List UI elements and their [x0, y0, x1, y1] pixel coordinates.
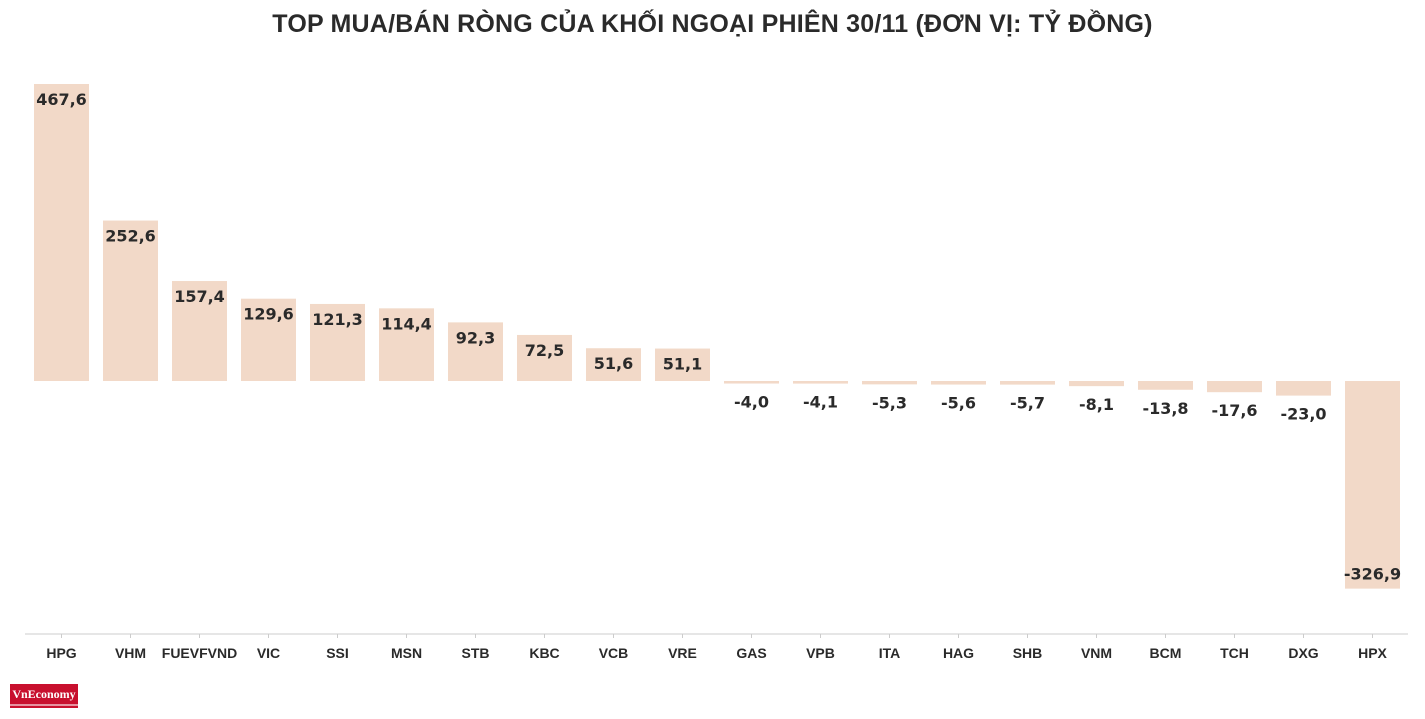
- value-label-vhm: 252,6: [105, 227, 156, 246]
- value-label-bcm: -13,8: [1142, 399, 1188, 418]
- value-label-vic: 129,6: [243, 305, 294, 324]
- value-label-vre: 51,1: [663, 355, 702, 374]
- value-label-msn: 114,4: [381, 314, 432, 333]
- value-label-ssi: 121,3: [312, 310, 363, 329]
- value-label-dxg: -23,0: [1280, 405, 1326, 424]
- logo-text: VnEconomy: [12, 687, 76, 701]
- category-label-bcm: BCM: [1150, 645, 1182, 661]
- bar-tch: [1207, 381, 1262, 393]
- bar-ita: [862, 381, 917, 385]
- value-label-gas: -4,0: [734, 393, 769, 412]
- bar-ssi: [310, 303, 365, 381]
- category-label-shb: SHB: [1013, 645, 1043, 661]
- bar-fuevfvnd: [172, 281, 227, 381]
- value-label-stb: 92,3: [456, 328, 495, 347]
- category-label-ita: ITA: [879, 645, 901, 661]
- bar-vnm: [1069, 381, 1124, 387]
- category-label-vnm: VNM: [1081, 645, 1112, 661]
- category-label-fuevfvnd: FUEVFVND: [162, 645, 237, 661]
- category-label-vcb: VCB: [599, 645, 629, 661]
- category-label-hag: HAG: [943, 645, 974, 661]
- bar-vic: [241, 298, 296, 381]
- value-label-hag: -5,6: [941, 394, 976, 413]
- bar-hpx: [1345, 381, 1400, 589]
- value-label-hpg: 467,6: [36, 90, 87, 109]
- bar-hpg: [34, 84, 89, 381]
- category-label-hpg: HPG: [46, 645, 76, 661]
- value-label-vpb: -4,1: [803, 393, 838, 412]
- bar-stb: [448, 322, 503, 381]
- category-label-vic: VIC: [257, 645, 280, 661]
- bar-vhm: [103, 220, 158, 381]
- bar-bcm: [1138, 381, 1193, 390]
- bar-gas: [724, 381, 779, 384]
- chart-title: TOP MUA/BÁN RÒNG CỦA KHỐI NGOẠI PHIÊN 30…: [272, 10, 1153, 38]
- category-label-stb: STB: [462, 645, 490, 661]
- value-label-vcb: 51,6: [594, 354, 633, 373]
- category-label-vhm: VHM: [115, 645, 146, 661]
- category-label-msn: MSN: [391, 645, 422, 661]
- value-label-fuevfvnd: 157,4: [174, 287, 225, 306]
- bar-kbc: [517, 334, 572, 381]
- logo-underline: [10, 704, 78, 706]
- bar-vre: [655, 348, 710, 381]
- bar-shb: [1000, 381, 1055, 385]
- category-label-dxg: DXG: [1288, 645, 1318, 661]
- value-label-hpx: -326,9: [1344, 565, 1401, 584]
- category-label-vpb: VPB: [806, 645, 835, 661]
- value-label-shb: -5,7: [1010, 394, 1045, 413]
- value-label-tch: -17,6: [1211, 401, 1257, 420]
- bar-dxg: [1276, 381, 1331, 396]
- category-label-kbc: KBC: [529, 645, 559, 661]
- category-label-ssi: SSI: [326, 645, 349, 661]
- value-label-vnm: -8,1: [1079, 395, 1114, 414]
- bar-hag: [931, 381, 986, 385]
- value-label-ita: -5,3: [872, 393, 907, 412]
- value-label-kbc: 72,5: [525, 341, 564, 360]
- category-label-vre: VRE: [668, 645, 697, 661]
- category-label-hpx: HPX: [1358, 645, 1387, 661]
- category-label-gas: GAS: [736, 645, 766, 661]
- category-label-tch: TCH: [1220, 645, 1249, 661]
- bar-vpb: [793, 381, 848, 384]
- bar-vcb: [586, 348, 641, 381]
- vneconomy-logo: VnEconomy: [10, 684, 78, 708]
- bar-msn: [379, 308, 434, 381]
